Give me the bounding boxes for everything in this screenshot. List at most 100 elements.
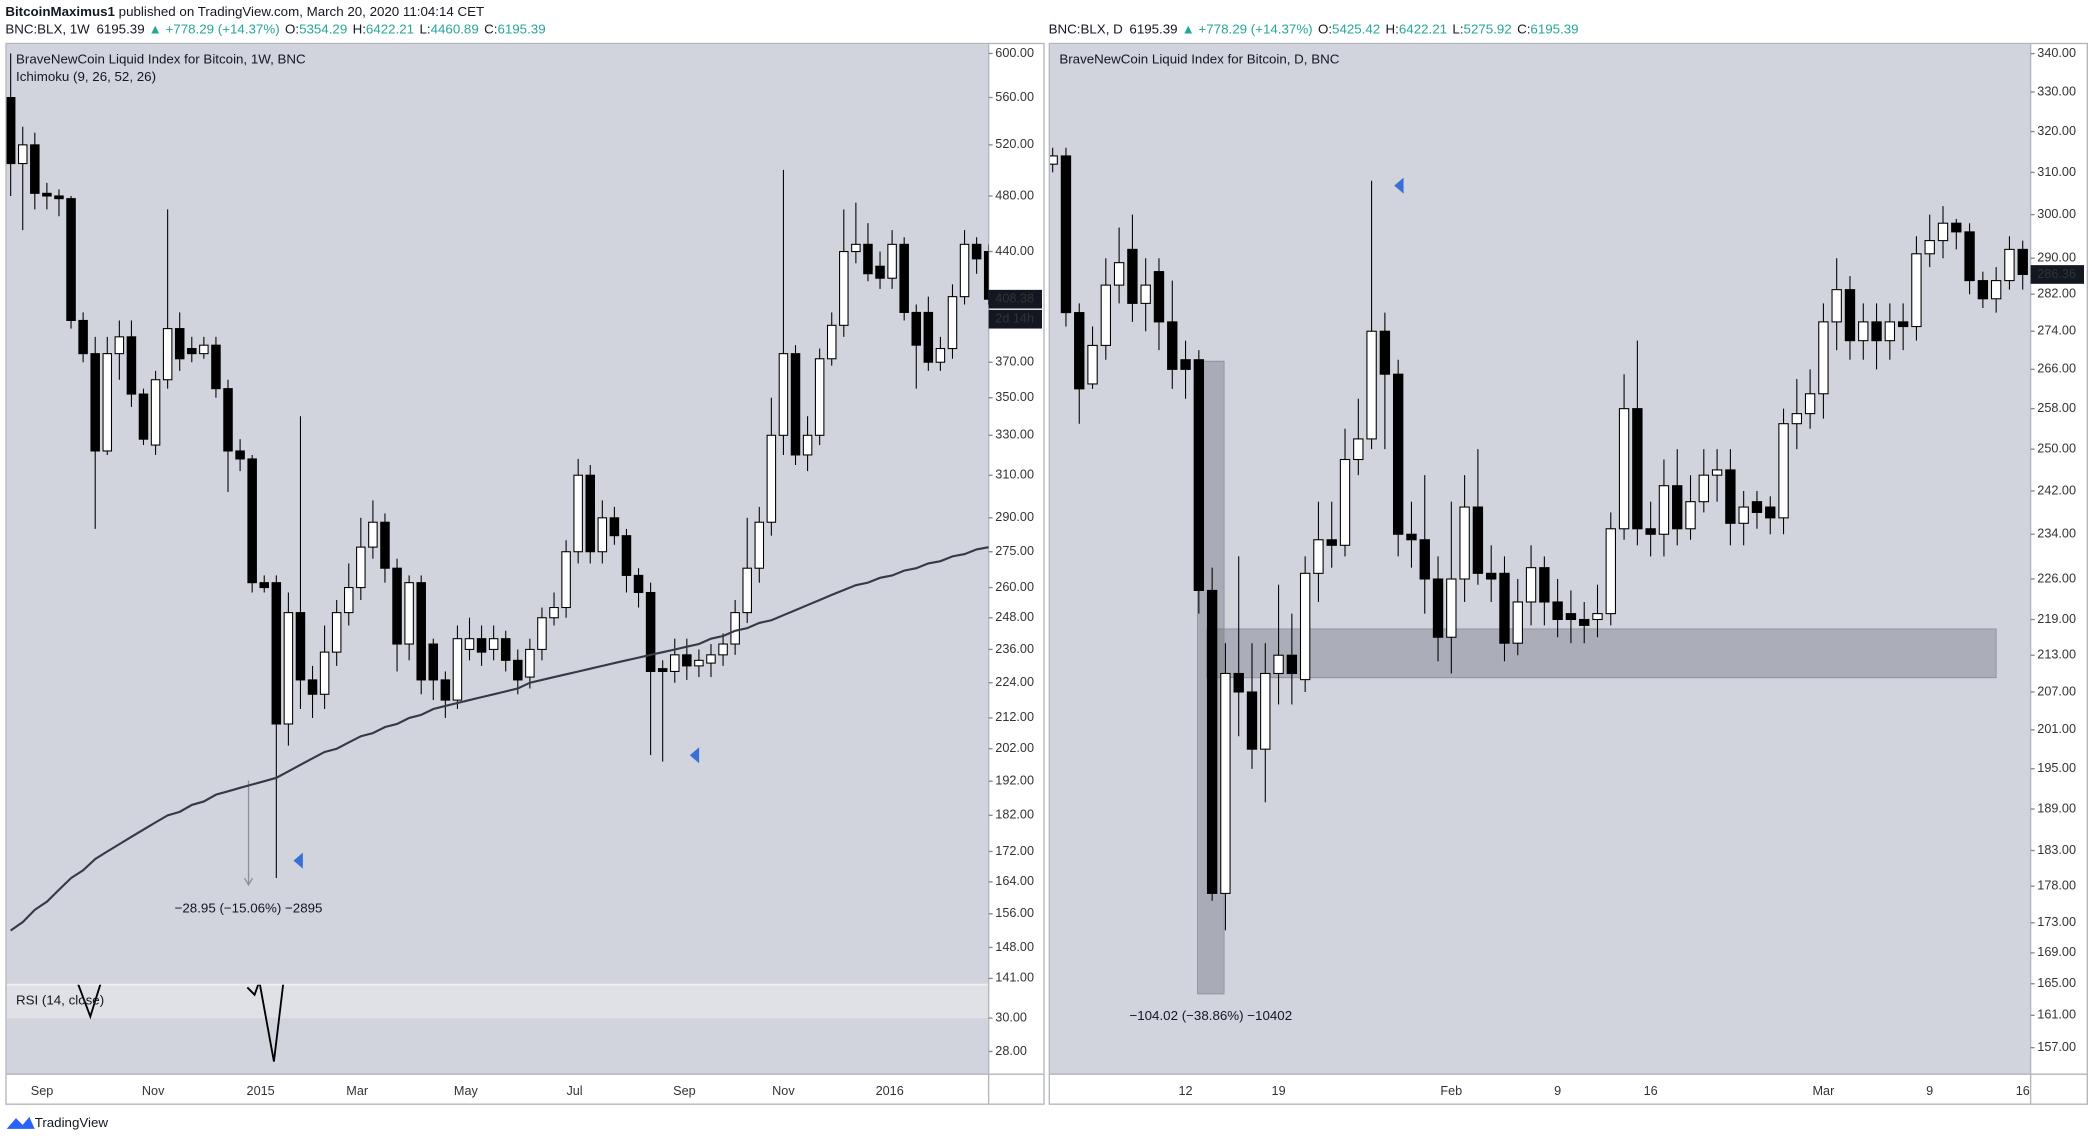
ohlc-value: 6422.21	[366, 21, 414, 36]
ohlc-label: H:	[1386, 21, 1399, 36]
candle-body	[488, 638, 499, 650]
candle-body	[1486, 572, 1497, 580]
x-tick-label: 2015	[247, 1084, 275, 1098]
brand: TradingView	[35, 1115, 109, 1130]
candle-body	[1326, 539, 1337, 546]
candle-body	[1233, 672, 1244, 693]
candle-body	[1951, 222, 1962, 233]
candle-body	[609, 517, 620, 537]
candle-body	[392, 567, 402, 645]
y-tick-label: 213.00	[2037, 648, 2076, 662]
y-tick-label: 560.00	[995, 90, 1034, 104]
x-tick-label: 19	[1272, 1084, 1286, 1098]
y-tick-label: 189.00	[2037, 801, 2076, 815]
candle-body	[247, 458, 257, 584]
candle-body	[1539, 567, 1550, 603]
candle-body	[851, 243, 861, 253]
candle-body	[1738, 506, 1749, 524]
indicator: Ichimoku (9, 26, 52, 26)	[16, 69, 156, 84]
y-tick-label: 224.00	[995, 675, 1034, 689]
candle-body	[1698, 474, 1709, 503]
marker	[689, 747, 700, 764]
candle-body	[356, 546, 366, 589]
rsi-line	[77, 984, 285, 1062]
y-tick-label: 156.00	[995, 906, 1034, 920]
candle-body	[1206, 589, 1218, 894]
y-tick-label: 169.00	[2037, 945, 2076, 959]
y-tick-label: 300.00	[2037, 207, 2076, 221]
y-tick-label: 600.00	[995, 46, 1034, 60]
candle-body	[682, 654, 692, 667]
y-tick-label: 182.00	[995, 808, 1034, 822]
marker	[1394, 177, 1404, 194]
candle-body	[1765, 506, 1776, 519]
candle-body	[1778, 423, 1789, 519]
candle-body	[1499, 572, 1510, 644]
candle-body	[1140, 284, 1151, 304]
candle-body	[271, 582, 282, 725]
ohlc-label: C:	[1517, 21, 1530, 36]
candle-body	[1858, 321, 1869, 342]
candle-body	[1074, 312, 1085, 390]
candle-body	[1565, 613, 1577, 621]
candle-body	[1472, 506, 1484, 574]
candle-body	[1392, 373, 1404, 535]
candle-body	[2017, 248, 2028, 276]
y-tick-label: 290.00	[2037, 251, 2076, 265]
candle-body	[766, 434, 777, 523]
x-tick-label: 9	[1926, 1084, 1933, 1098]
ohlc-value: 6422.21	[1399, 21, 1447, 36]
candle-body	[1552, 601, 1563, 621]
candle-body	[162, 328, 173, 381]
countdown-label: 2d 14h	[995, 312, 1034, 326]
x-tick-label: Sep	[31, 1084, 54, 1098]
publish-line: BitcoinMaximus1 published on TradingView…	[5, 4, 484, 19]
candle-body	[1632, 408, 1643, 530]
candle-body	[597, 517, 608, 553]
candle-body	[331, 612, 342, 653]
candle-body	[6, 96, 16, 165]
y-tick-label: 141.00	[995, 971, 1034, 985]
x-tick-label: Nov	[142, 1084, 165, 1098]
candle-body	[923, 311, 934, 363]
y-tick-label: 480.00	[995, 188, 1034, 202]
x-tick-label: Mar	[1813, 1084, 1835, 1098]
candle-body	[875, 265, 885, 279]
y-tick-label: 173.00	[2037, 915, 2076, 929]
candle-body	[887, 243, 897, 279]
y-tick-label: 195.00	[2037, 761, 2076, 775]
y-tick-label: 330.00	[995, 428, 1034, 442]
y-tick-label: 242.00	[2037, 483, 2076, 497]
measure-arrow	[243, 877, 254, 887]
y-tick-label: 201.00	[2037, 722, 2076, 736]
price-pane	[1050, 44, 2031, 1075]
candle-body	[1525, 567, 1537, 603]
candle-body	[621, 535, 632, 576]
candle-body	[235, 450, 245, 460]
candle-body	[645, 591, 656, 672]
candle-body	[814, 358, 825, 436]
symbol: BNC:BLX, 1W	[5, 21, 90, 36]
candle-body	[513, 659, 523, 681]
y-tick-label: 165.00	[2037, 976, 2076, 990]
x-tick-label: 16	[2016, 1084, 2030, 1098]
candle-body	[42, 192, 52, 197]
candle-body	[1937, 222, 1949, 242]
price-pane	[6, 44, 989, 985]
candle-body	[899, 243, 909, 313]
candle-body	[1153, 271, 1165, 323]
candle-body	[561, 551, 571, 609]
y-tick-label: 178.00	[2037, 879, 2076, 893]
candle-body	[1286, 654, 1298, 675]
candle-body	[1220, 672, 1231, 894]
candle-body	[730, 612, 740, 645]
x-tick-label: 16	[1644, 1084, 1658, 1098]
candle-body	[380, 521, 390, 569]
candle-body	[114, 336, 125, 355]
y-tick-label: 350.00	[995, 390, 1034, 404]
rsi-plot	[77, 984, 285, 1062]
candle-body	[30, 144, 40, 194]
candle-body	[126, 336, 137, 395]
candle-body	[742, 567, 752, 614]
